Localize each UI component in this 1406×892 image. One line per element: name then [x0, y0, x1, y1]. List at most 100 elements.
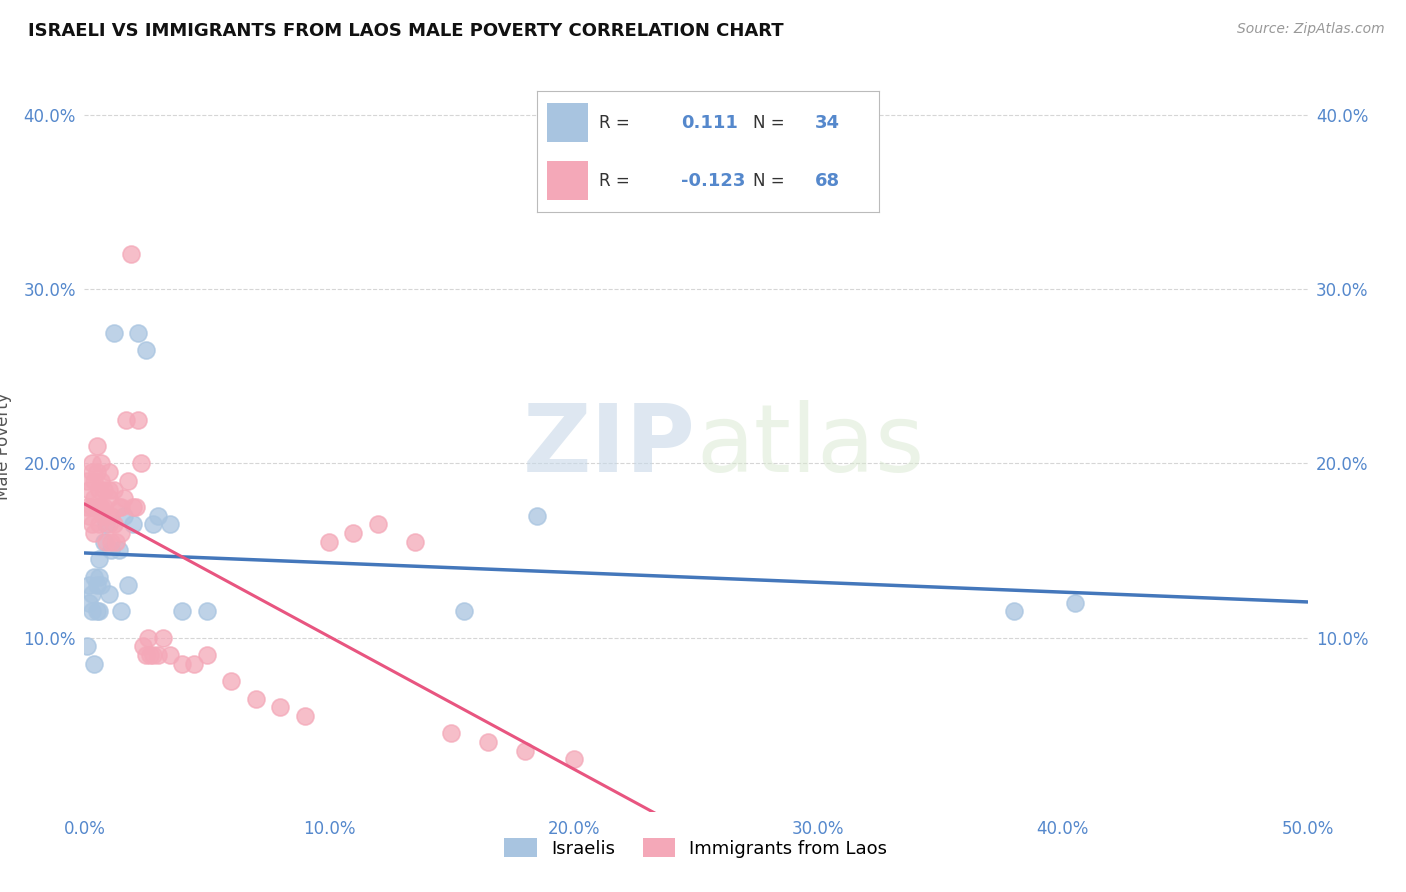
Point — [117, 578, 139, 592]
Point — [80, 587, 103, 601]
Point — [440, 726, 463, 740]
Point — [122, 517, 145, 532]
Point — [367, 517, 389, 532]
Point — [269, 700, 291, 714]
Point — [87, 604, 110, 618]
Point — [219, 674, 242, 689]
Point — [80, 500, 103, 514]
Text: ISRAELI VS IMMIGRANTS FROM LAOS MALE POVERTY CORRELATION CHART: ISRAELI VS IMMIGRANTS FROM LAOS MALE POV… — [28, 22, 783, 40]
Point — [93, 483, 115, 497]
Point — [76, 500, 98, 514]
Point — [107, 500, 129, 514]
Point — [83, 657, 105, 671]
Point — [86, 604, 108, 618]
Point — [125, 500, 148, 514]
Point — [100, 543, 122, 558]
Point — [90, 578, 112, 592]
Point — [87, 517, 110, 532]
Point — [404, 534, 426, 549]
Text: ZIP: ZIP — [523, 400, 696, 492]
Point — [76, 640, 98, 654]
Text: Source: ZipAtlas.com: Source: ZipAtlas.com — [1237, 22, 1385, 37]
Point — [342, 526, 364, 541]
Point — [103, 326, 125, 340]
Point — [127, 413, 149, 427]
Point — [97, 491, 120, 506]
Point — [195, 648, 218, 662]
Point — [294, 709, 316, 723]
Point — [96, 517, 118, 532]
Point — [110, 526, 132, 541]
Point — [146, 648, 169, 662]
Point — [132, 640, 155, 654]
Point — [159, 517, 181, 532]
Point — [90, 457, 112, 471]
Point — [100, 534, 122, 549]
Y-axis label: Male Poverty: Male Poverty — [0, 392, 13, 500]
Point — [80, 457, 103, 471]
Point — [127, 326, 149, 340]
Point — [122, 500, 145, 514]
Point — [97, 465, 120, 479]
Point — [86, 500, 108, 514]
Point — [142, 517, 165, 532]
Point — [513, 744, 536, 758]
Point — [77, 596, 100, 610]
Text: atlas: atlas — [696, 400, 924, 492]
Point — [86, 465, 108, 479]
Point — [110, 604, 132, 618]
Point — [135, 648, 157, 662]
Point — [477, 735, 499, 749]
Point — [80, 604, 103, 618]
Point — [136, 631, 159, 645]
Point — [245, 691, 267, 706]
Point — [1002, 604, 1025, 618]
Point — [120, 247, 142, 261]
Point — [1064, 596, 1087, 610]
Point — [159, 648, 181, 662]
Point — [97, 517, 120, 532]
Point — [105, 534, 128, 549]
Legend: Israelis, Immigrants from Laos: Israelis, Immigrants from Laos — [505, 838, 887, 857]
Point — [80, 465, 103, 479]
Point — [96, 534, 118, 549]
Point — [93, 508, 115, 523]
Point — [83, 491, 105, 506]
Point — [83, 474, 105, 488]
Point — [83, 526, 105, 541]
Point — [87, 552, 110, 566]
Point — [195, 604, 218, 618]
Point — [172, 604, 194, 618]
Point — [86, 439, 108, 453]
Point — [87, 483, 110, 497]
Point — [76, 474, 98, 488]
Point — [112, 491, 135, 506]
Point — [77, 483, 100, 497]
Point — [96, 508, 118, 523]
Point — [83, 569, 105, 583]
Point — [139, 648, 162, 662]
Point — [117, 474, 139, 488]
Point — [110, 500, 132, 514]
Point — [183, 657, 205, 671]
Point — [103, 483, 125, 497]
Point — [135, 343, 157, 358]
Point — [112, 508, 135, 523]
Point — [115, 413, 138, 427]
Point — [129, 457, 152, 471]
Point — [97, 587, 120, 601]
Point — [526, 508, 548, 523]
Point — [93, 500, 115, 514]
Point — [80, 517, 103, 532]
Point — [90, 500, 112, 514]
Point — [172, 657, 194, 671]
Point — [77, 508, 100, 523]
Point — [107, 543, 129, 558]
Point — [146, 508, 169, 523]
Point — [103, 517, 125, 532]
Point — [453, 604, 475, 618]
Point — [97, 483, 120, 497]
Point — [152, 631, 174, 645]
Point — [90, 474, 112, 488]
Point — [77, 578, 100, 592]
